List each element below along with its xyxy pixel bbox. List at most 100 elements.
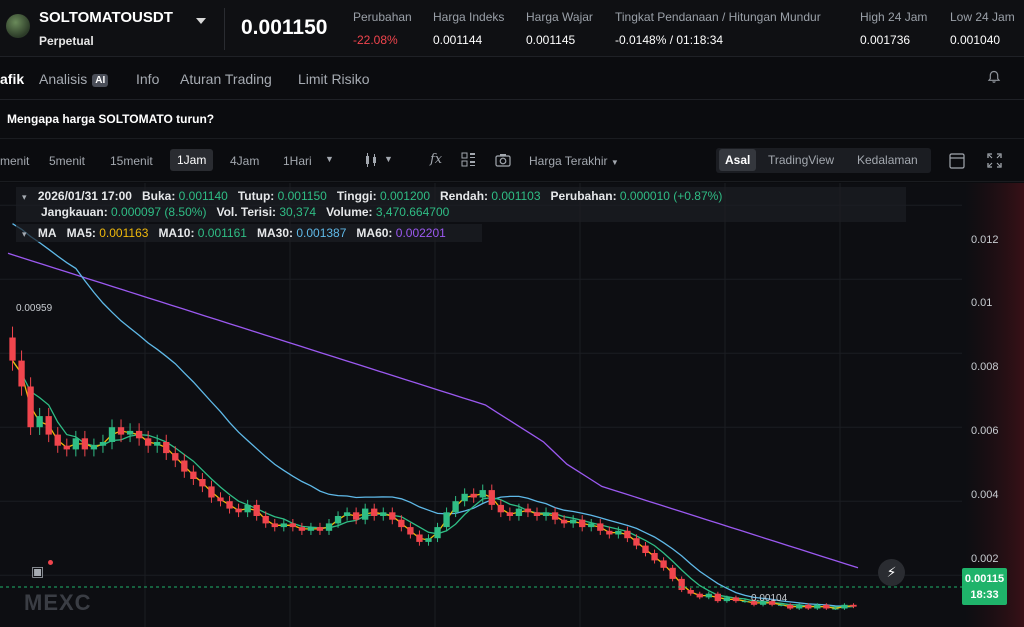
candle-body <box>714 593 722 602</box>
tab-limit-risiko[interactable]: Limit Risiko <box>298 71 370 87</box>
candle-body <box>597 523 604 531</box>
candle-body <box>371 508 378 516</box>
layout-grid-icon[interactable] <box>461 152 476 167</box>
camera-icon[interactable] <box>495 153 511 167</box>
candle-body <box>569 519 577 524</box>
timeframe-menit[interactable]: menit <box>0 154 30 168</box>
y-tick: 0.01 <box>971 297 993 309</box>
stat-fair-price: Harga Wajar 0.001145 <box>526 10 593 47</box>
candle-body <box>660 560 667 568</box>
bell-icon[interactable] <box>987 70 1001 84</box>
candle-body <box>352 512 360 520</box>
ma-collapse-chevron-icon[interactable]: ▾ <box>22 229 27 239</box>
more-timeframes-caret-icon[interactable]: ▼ <box>325 154 334 164</box>
collapse-chevron-icon[interactable]: ▾ <box>22 192 27 202</box>
ma60-value: 0.002201 <box>395 226 446 240</box>
candle-body <box>316 527 324 531</box>
candle-body <box>841 604 848 609</box>
candle-countdown: 18:33 <box>970 589 999 601</box>
current-price-badge: 0.00115 18:33 <box>962 568 1007 605</box>
candle-body <box>723 597 731 602</box>
ma30-label: MA30: <box>256 226 293 240</box>
candle-body <box>253 504 260 516</box>
notification-dot <box>48 560 53 565</box>
y-tick: 0.006 <box>971 425 999 437</box>
info-line-1: ▾ 2026/01/31 17:00 Buka: 0.001140 Tutup:… <box>22 189 722 203</box>
candle-body <box>81 438 89 450</box>
info-line-2: Jangkauan: 0.000097 (8.50%) Vol. Terisi:… <box>41 205 449 219</box>
candle-type-caret-icon[interactable]: ▼ <box>384 154 393 164</box>
last-price: 0.001150 <box>241 16 328 39</box>
tab-analisis[interactable]: Analisis AI <box>39 71 109 87</box>
candle-body <box>27 386 34 428</box>
candle-body <box>334 516 342 524</box>
candlestick-chart[interactable] <box>0 183 1024 627</box>
tab-grafik[interactable]: afik <box>0 71 25 87</box>
candle-body <box>271 523 278 528</box>
window-layout-icon[interactable] <box>949 153 965 169</box>
candle-body <box>750 601 758 605</box>
why-price-drop-link[interactable]: Mengapa harga SOLTOMATO turun? <box>7 112 215 126</box>
candle-body <box>99 442 107 446</box>
candle-body <box>796 604 803 609</box>
candle-body <box>479 490 486 498</box>
symbol-name[interactable]: SOLTOMATOUSDT <box>39 9 173 26</box>
info-filled-vol-value: 30,374 <box>279 205 317 219</box>
lightning-icon[interactable]: ⚡ <box>878 559 905 586</box>
candle-body <box>488 490 495 505</box>
fullscreen-icon[interactable] <box>987 153 1002 168</box>
candle-body <box>823 604 830 609</box>
candle-body <box>72 438 79 450</box>
info-change-label: Perubahan: <box>550 189 617 203</box>
candle-body <box>696 593 703 598</box>
timeframe-5menit[interactable]: 5menit <box>49 154 86 168</box>
candle-body <box>705 593 712 598</box>
candles <box>9 326 857 610</box>
candle-body <box>533 512 541 516</box>
info-high-value: 0.001200 <box>379 189 430 203</box>
candle-body <box>289 523 297 528</box>
timeframe-1hari[interactable]: 1Hari <box>283 154 312 168</box>
view-kedalaman[interactable]: Kedalaman <box>857 153 918 167</box>
candle-body <box>678 578 685 590</box>
stat-low-24h: Low 24 Jam 0.001040 <box>950 10 1015 47</box>
candle-body <box>380 512 387 516</box>
candle-body <box>741 601 749 603</box>
candle-type-icon[interactable] <box>363 152 379 168</box>
timeframe-4jam[interactable]: 4Jam <box>230 154 260 168</box>
ai-badge-icon: AI <box>92 74 109 87</box>
ma-lines <box>7 223 859 610</box>
tab-aturan-trading[interactable]: Aturan Trading <box>180 71 272 87</box>
timeframe-15menit[interactable]: 15menit <box>110 154 153 168</box>
price-type-dropdown[interactable]: Harga Terakhir ▼ <box>529 154 619 168</box>
candle-body <box>190 471 197 479</box>
candle-body <box>588 523 595 528</box>
candle-body <box>217 497 224 502</box>
stat-change: Perubahan -22.08% <box>353 10 412 47</box>
indicator-fx-icon[interactable]: fx <box>430 152 443 167</box>
chart-area[interactable] <box>0 183 1024 627</box>
timeframe-1jam[interactable]: 1Jam <box>170 149 214 171</box>
candle-body <box>172 453 179 461</box>
stat-funding-rate[interactable]: Tingkat Pendanaan / Hitungan Mundur -0.0… <box>615 10 821 47</box>
view-asal[interactable]: Asal <box>719 149 757 171</box>
candle-body <box>262 516 269 524</box>
candle-body <box>642 545 649 553</box>
candle-body <box>9 337 16 361</box>
calendar-icon[interactable]: ▣ <box>31 563 45 579</box>
symbol-dropdown-caret-icon[interactable] <box>196 18 206 24</box>
info-high-label: Tinggi: <box>336 189 377 203</box>
candle-body <box>126 430 134 435</box>
candle-body <box>117 427 125 435</box>
candle-body <box>154 442 161 446</box>
candle-body <box>144 438 152 446</box>
candle-body <box>181 460 188 472</box>
tab-info[interactable]: Info <box>136 71 160 87</box>
ma10-label: MA10: <box>158 226 195 240</box>
candle-body <box>624 530 631 539</box>
view-tradingview[interactable]: TradingView <box>768 153 835 167</box>
candle-body <box>497 504 504 513</box>
stat-high-24h: High 24 Jam 0.001736 <box>860 10 928 47</box>
candle-body <box>398 519 405 528</box>
candle-body <box>307 527 315 531</box>
